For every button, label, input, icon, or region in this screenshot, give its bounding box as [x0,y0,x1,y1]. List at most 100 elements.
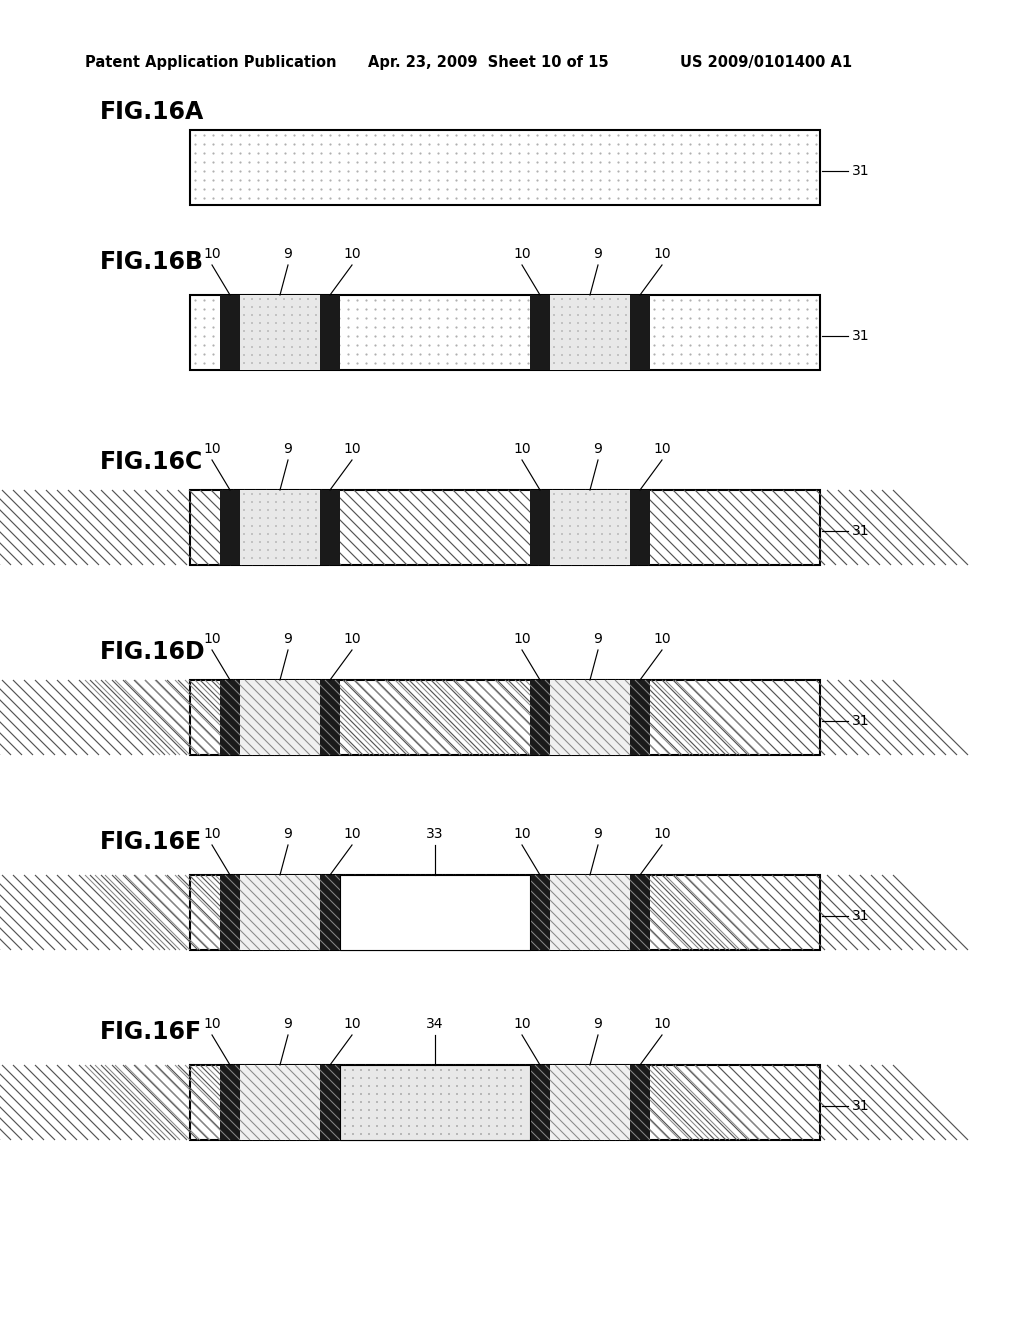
Text: 9: 9 [594,442,602,455]
Circle shape [384,1069,386,1071]
Circle shape [561,541,563,543]
Circle shape [577,298,579,300]
Circle shape [473,180,475,182]
Circle shape [815,345,817,347]
Circle shape [725,345,728,347]
Circle shape [798,354,800,355]
Circle shape [561,322,563,323]
Circle shape [275,338,278,341]
Circle shape [267,510,269,511]
Circle shape [375,363,377,364]
Circle shape [488,1069,490,1071]
Circle shape [553,322,555,323]
Circle shape [617,510,618,511]
Circle shape [520,1117,522,1119]
Circle shape [798,317,800,319]
Circle shape [689,135,691,136]
Circle shape [798,363,800,364]
Circle shape [230,189,232,190]
Circle shape [509,300,512,301]
Circle shape [392,335,394,338]
Circle shape [815,198,817,199]
Circle shape [779,363,781,364]
Circle shape [743,189,745,190]
Circle shape [569,338,571,341]
Circle shape [240,300,242,301]
Circle shape [249,135,251,136]
Circle shape [456,152,458,154]
Circle shape [360,1125,362,1127]
Circle shape [636,363,638,364]
Circle shape [204,161,206,164]
Circle shape [449,1093,450,1096]
Circle shape [617,306,618,308]
Circle shape [537,144,539,145]
Text: US 2009/0101400 A1: US 2009/0101400 A1 [680,54,852,70]
Circle shape [553,362,555,364]
Circle shape [753,317,755,319]
Circle shape [717,354,719,355]
Circle shape [689,309,691,310]
Circle shape [464,1069,466,1071]
Circle shape [591,180,593,182]
Circle shape [338,335,341,338]
Circle shape [807,309,809,310]
Circle shape [617,492,618,495]
Circle shape [788,317,791,319]
Circle shape [572,135,574,136]
Circle shape [644,198,646,199]
Bar [630,490,650,565]
Circle shape [815,152,817,154]
Circle shape [582,152,584,154]
Circle shape [743,326,745,329]
Circle shape [807,335,809,338]
Circle shape [788,309,791,310]
Circle shape [440,1109,442,1111]
Circle shape [779,326,781,329]
Circle shape [283,502,285,503]
Circle shape [360,1109,362,1111]
Circle shape [440,1125,442,1127]
Circle shape [608,345,610,347]
Circle shape [553,346,555,348]
Circle shape [416,1077,418,1078]
Circle shape [257,309,260,310]
Circle shape [257,170,260,173]
Circle shape [376,1109,378,1111]
Circle shape [734,317,736,319]
Bar [190,490,820,565]
Text: 10: 10 [653,442,671,455]
Circle shape [356,317,358,319]
Circle shape [383,152,386,154]
Circle shape [689,363,691,364]
Circle shape [563,189,565,190]
Circle shape [420,345,422,347]
Circle shape [798,170,800,173]
Circle shape [599,144,602,145]
Circle shape [311,326,313,329]
Circle shape [356,326,358,329]
Circle shape [315,322,317,323]
Circle shape [315,338,317,341]
Circle shape [577,557,579,558]
Circle shape [591,135,593,136]
Circle shape [680,161,683,164]
Circle shape [501,345,503,347]
Circle shape [518,354,520,355]
Circle shape [465,354,467,355]
Circle shape [266,198,268,199]
Circle shape [698,326,700,329]
Circle shape [788,135,791,136]
Circle shape [315,330,317,333]
Circle shape [653,309,655,310]
Circle shape [257,135,260,136]
Circle shape [577,533,579,535]
Circle shape [537,189,539,190]
Circle shape [338,309,341,310]
Circle shape [465,317,467,319]
Circle shape [807,300,809,301]
Circle shape [259,502,261,503]
Circle shape [352,1117,354,1119]
Circle shape [663,152,665,154]
Circle shape [240,180,242,182]
